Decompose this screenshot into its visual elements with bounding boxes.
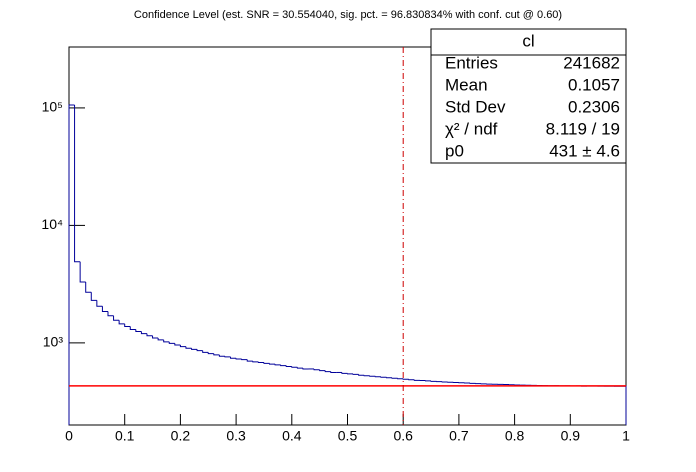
histogram-bin (341, 372, 348, 374)
chart-title: Confidence Level (est. SNR = 30.554040, … (134, 9, 562, 21)
histogram-bin (285, 365, 292, 367)
histogram-bin (397, 378, 404, 380)
histogram-bin (74, 104, 81, 263)
histogram-bin (163, 339, 170, 343)
histogram-bin (252, 361, 259, 363)
histogram-bin (168, 341, 175, 344)
stats-key: χ² / ndf (445, 119, 498, 138)
histogram-bin (302, 368, 309, 370)
histogram-bin (241, 358, 248, 361)
stats-box (430, 28, 627, 164)
x-tick-label: 0 (65, 428, 73, 444)
histogram-bin (152, 335, 159, 339)
stats-value: 0.1057 (568, 75, 620, 94)
histogram-bin (179, 344, 186, 348)
histogram-bin (107, 311, 114, 317)
histogram-bin (79, 261, 86, 283)
histogram-bin (269, 363, 276, 365)
x-tick-label: 1 (622, 428, 630, 444)
histogram-bin (235, 358, 242, 360)
stats-value: 241682 (563, 53, 620, 72)
histogram-bin (218, 354, 225, 357)
histogram-bin (118, 320, 125, 325)
stats-key: Std Dev (445, 97, 506, 116)
x-tick-label: 0.2 (171, 428, 191, 444)
histogram-bin (90, 292, 97, 301)
x-tick-label: 0.1 (115, 428, 135, 444)
x-tick-label: 0.6 (393, 428, 413, 444)
histogram-bin (330, 371, 337, 373)
histogram-bin (96, 300, 103, 307)
stats-key: Mean (445, 75, 488, 94)
x-tick-label: 0.3 (226, 428, 246, 444)
histogram-bin (385, 377, 393, 379)
histogram-bin (263, 362, 270, 364)
x-tick-label: 0.9 (561, 428, 581, 444)
stats-value: 8.119 / 19 (546, 119, 620, 138)
histogram-bin (230, 356, 237, 359)
histogram-bin (185, 346, 192, 349)
x-tick-label: 0.4 (282, 428, 302, 444)
histogram-bin (196, 349, 203, 352)
histogram-bin (413, 379, 420, 381)
stats-value: 431 ± 4.6 (549, 141, 620, 160)
stats-key: Entries (445, 53, 498, 72)
histogram-bin (391, 377, 398, 379)
histogram-bin (402, 378, 409, 380)
histogram-bin (257, 361, 264, 364)
histogram-bin (124, 323, 131, 327)
histogram-bin (280, 364, 287, 367)
histogram-bin (146, 333, 153, 337)
x-tick-label: 0.7 (449, 428, 469, 444)
histogram-bin (408, 379, 415, 381)
y-tick-label: 10³ (43, 334, 64, 350)
y-tick-label: 10⁴ (41, 216, 63, 232)
histogram-bin (246, 359, 253, 362)
histogram-bin (202, 350, 209, 353)
histogram-bin (207, 352, 214, 355)
histogram-bin (135, 329, 142, 332)
stats-key: p0 (445, 141, 464, 160)
histogram-bin (291, 366, 298, 368)
histogram-bin (85, 281, 92, 293)
x-tick-label: 0.8 (505, 428, 525, 444)
histogram-bin (129, 326, 136, 330)
histogram-bin (191, 348, 198, 350)
histogram-bin (296, 367, 303, 369)
histogram-bin (430, 380, 437, 382)
histogram-bin (313, 368, 320, 371)
histogram-bin (68, 104, 75, 425)
histogram-bin (324, 370, 331, 373)
stats-value: 0.2306 (568, 97, 620, 116)
histogram-bin (140, 331, 147, 335)
histogram-bin (213, 353, 220, 356)
histogram-bin (101, 306, 108, 312)
x-tick-label: 0.5 (338, 428, 358, 444)
histogram-bin (274, 364, 281, 366)
histogram-bin (174, 343, 181, 346)
y-tick-label: 10⁵ (42, 99, 63, 115)
histogram-bin (358, 374, 365, 376)
histogram-bin (113, 315, 120, 321)
histogram-bin (224, 356, 231, 358)
stats-title: cl (522, 31, 534, 50)
histogram-bin (319, 369, 326, 372)
histogram-bin (157, 338, 164, 341)
